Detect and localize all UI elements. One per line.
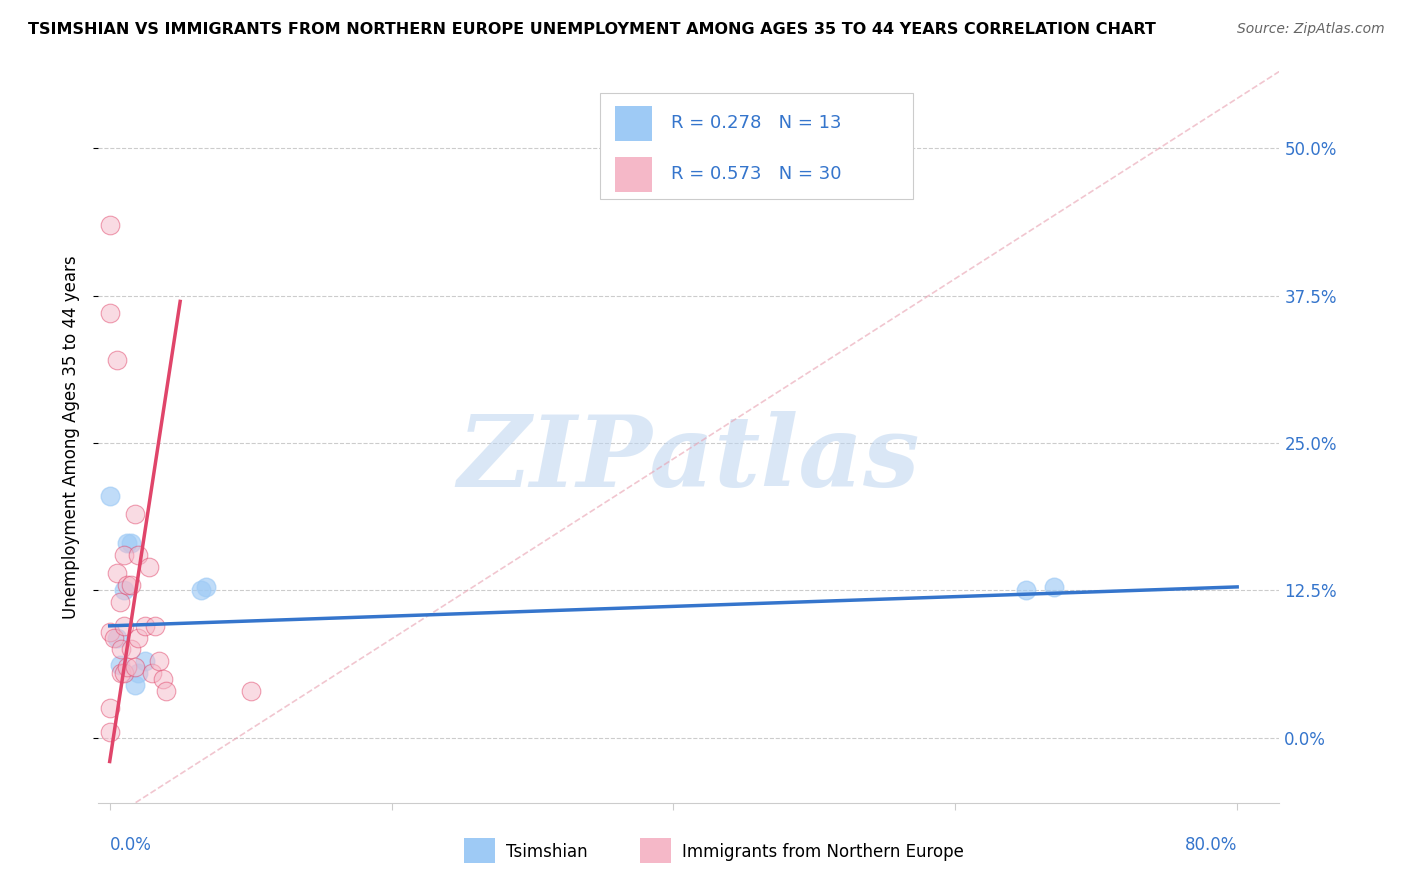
Point [98,624,121,639]
Text: R = 0.573   N = 30: R = 0.573 N = 30 [671,165,842,183]
Point [103,631,125,645]
Point [124,660,146,674]
Point [115,577,138,591]
Point [120,536,142,550]
Text: 0.0%: 0.0% [110,836,152,854]
Point [138,559,160,574]
Point [155,683,177,698]
Text: Source: ZipAtlas.com: Source: ZipAtlas.com [1237,22,1385,37]
Point [98,218,121,232]
Point [1043,580,1066,594]
Text: R = 0.278   N = 13: R = 0.278 N = 13 [671,113,842,131]
Point [120,577,142,591]
Point [127,548,149,562]
Point [148,654,170,668]
Point [105,353,128,368]
Point [112,583,135,598]
Text: ZIPatlas: ZIPatlas [458,411,920,508]
Point [112,548,135,562]
Text: TSIMSHIAN VS IMMIGRANTS FROM NORTHERN EUROPE UNEMPLOYMENT AMONG AGES 35 TO 44 YE: TSIMSHIAN VS IMMIGRANTS FROM NORTHERN EU… [28,22,1156,37]
Point [110,642,132,657]
Point [152,672,174,686]
Point [127,666,149,681]
Point [110,666,132,681]
Point [1015,583,1038,598]
Text: Immigrants from Northern Europe: Immigrants from Northern Europe [682,843,963,861]
Point [98,306,121,320]
Point [112,666,135,681]
Point [108,657,131,672]
Point [124,678,146,692]
Point [134,654,156,668]
Point [105,631,128,645]
Point [115,660,138,674]
Point [134,619,156,633]
Point [105,566,128,580]
Point [194,580,217,594]
Point [190,583,212,598]
Bar [614,106,652,141]
Text: Tsimshian: Tsimshian [506,843,588,861]
Y-axis label: Unemployment Among Ages 35 to 44 years: Unemployment Among Ages 35 to 44 years [62,255,80,619]
Text: 80.0%: 80.0% [1185,836,1237,854]
FancyBboxPatch shape [600,94,914,200]
Point [120,642,142,657]
Bar [614,157,652,192]
Point [124,507,146,521]
Point [141,666,163,681]
Point [127,631,149,645]
Point [239,683,262,698]
Point [98,701,121,715]
Point [115,536,138,550]
Point [112,619,135,633]
Point [143,619,166,633]
Point [98,489,121,503]
Point [108,595,131,609]
Point [98,725,121,739]
